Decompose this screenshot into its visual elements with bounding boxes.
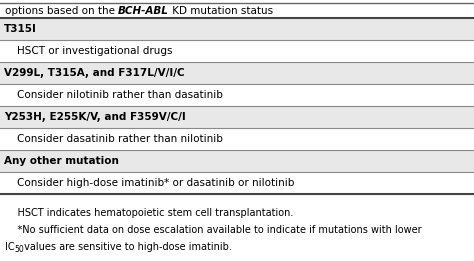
Text: HSCT indicates hematopoietic stem cell transplantation.: HSCT indicates hematopoietic stem cell t… <box>5 208 293 218</box>
Bar <box>0 150 474 172</box>
Bar <box>0 172 474 194</box>
Text: Consider nilotinib rather than dasatinib: Consider nilotinib rather than dasatinib <box>17 90 222 100</box>
Text: KD mutation status: KD mutation status <box>169 5 273 15</box>
Text: T315I: T315I <box>4 24 36 34</box>
Text: HSCT or investigational drugs: HSCT or investigational drugs <box>17 46 172 56</box>
Bar <box>0 18 474 40</box>
Text: BCH-ABL: BCH-ABL <box>118 5 169 15</box>
Text: Any other mutation: Any other mutation <box>4 156 118 166</box>
Text: 50: 50 <box>15 245 24 254</box>
Text: V299L, T315A, and F317L/V/I/C: V299L, T315A, and F317L/V/I/C <box>4 68 184 78</box>
Bar <box>0 40 474 62</box>
Text: *No sufficient data on dose escalation available to indicate if mutations with l: *No sufficient data on dose escalation a… <box>5 225 422 235</box>
Bar <box>0 106 474 128</box>
Bar <box>0 3 474 18</box>
Bar <box>0 128 474 150</box>
Text: IC: IC <box>5 242 15 252</box>
Text: Consider dasatinib rather than nilotinib: Consider dasatinib rather than nilotinib <box>17 134 222 144</box>
Text: Consider high-dose imatinib* or dasatinib or nilotinib: Consider high-dose imatinib* or dasatini… <box>17 178 294 188</box>
Bar <box>0 84 474 106</box>
Text: values are sensitive to high-dose imatinib.: values are sensitive to high-dose imatin… <box>21 242 232 252</box>
Text: Y253H, E255K/V, and F359V/C/I: Y253H, E255K/V, and F359V/C/I <box>4 112 185 122</box>
Bar <box>0 62 474 84</box>
Text: options based on the: options based on the <box>5 5 118 15</box>
